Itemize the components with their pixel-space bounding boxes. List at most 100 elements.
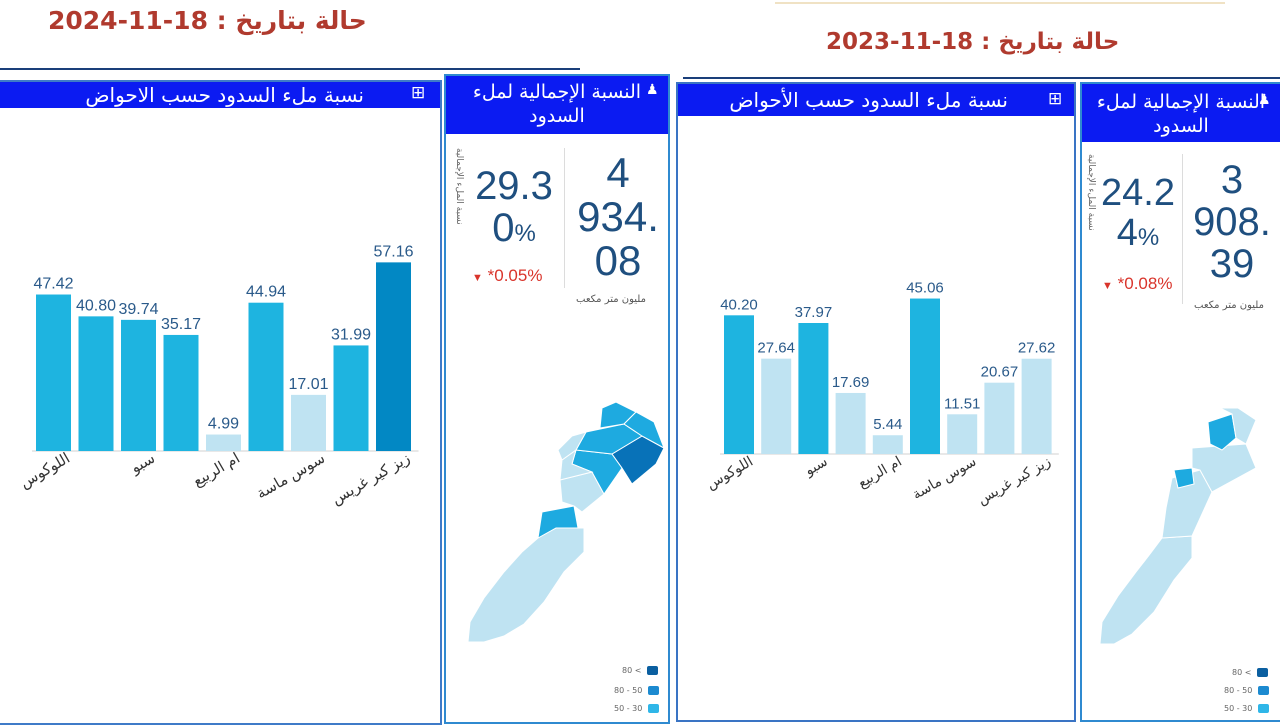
total-volume-2024: 4 934. 08 xyxy=(568,152,668,282)
overall-title-text: النسبة الإجمالية لملء السدود xyxy=(472,81,642,127)
overall-panel-2024: النسبة الإجمالية لملء السدود ♟ نسبة المل… xyxy=(444,74,670,724)
overall-panel-2023: النسبة الإجمالية لملء السدود ♟ نسبة المل… xyxy=(1080,82,1280,722)
change-value: *0.05% xyxy=(487,266,543,285)
category-tick-label: ام الربيع xyxy=(855,453,905,492)
volume-line-1: 4 xyxy=(606,149,630,196)
bar-value-label: 35.17 xyxy=(161,316,201,333)
legend-row-3: 50 - 30 xyxy=(1224,704,1270,713)
bar[interactable] xyxy=(872,435,903,454)
bar-value-label: 17.01 xyxy=(288,376,328,393)
overall-fill-rate-2023: 24.2 4% xyxy=(1096,174,1180,252)
fill-tail-digits: 0 xyxy=(492,206,515,250)
down-arrow-icon: ▼ xyxy=(1102,280,1113,292)
volume-line-1: 3 xyxy=(1220,158,1244,202)
legend-swatch-mid xyxy=(1258,686,1270,695)
table-icon[interactable]: ⊞ xyxy=(1048,89,1063,109)
category-tick-label: سوس ماسة xyxy=(254,450,328,503)
bar-value-label: 40.20 xyxy=(720,296,758,313)
bar[interactable] xyxy=(376,262,411,451)
category-tick-label: اللوكوس xyxy=(703,453,756,493)
volume-line-2: 934. xyxy=(577,193,659,240)
bar-value-label: 4.99 xyxy=(208,416,239,433)
map-sahara-region xyxy=(467,527,585,642)
header-rule-right xyxy=(683,77,1280,79)
bar[interactable] xyxy=(984,382,1015,454)
legend-row-1: 80 < xyxy=(1232,668,1269,677)
volume-line-3: 39 xyxy=(1209,242,1255,286)
basin-bar-chart-2024: 47.42 اللوكوس 40.80 39.74 سبو 35.17 4.99 ام الر… xyxy=(17,243,419,508)
basin-chart-title-text: نسبة ملء السدود حسب الاحواض xyxy=(85,83,364,107)
bar[interactable] xyxy=(835,392,866,454)
bar[interactable] xyxy=(206,434,241,451)
fill-note-2023: نسبة الملء الإجمالية xyxy=(1086,154,1096,231)
legend-swatch-mid xyxy=(648,686,660,695)
map-region-souss xyxy=(537,505,579,539)
legend-swatch-light xyxy=(648,704,660,713)
change-indicator-2023: ▼ *0.08% xyxy=(1102,274,1172,294)
bar[interactable] xyxy=(121,319,156,451)
map-region-souss xyxy=(1173,467,1195,489)
kpi-divider xyxy=(1182,154,1183,304)
category-tick-label: زيز كير غريس xyxy=(329,450,413,508)
bar-value-label: 40.80 xyxy=(76,297,116,314)
bar-value-label: 27.64 xyxy=(757,340,795,357)
legend-label-3: 50 - 30 xyxy=(1224,704,1253,713)
bar-value-label: 37.97 xyxy=(795,304,833,321)
volume-unit-2024: مليون متر مكعب xyxy=(576,294,646,305)
map-region-moulouya xyxy=(623,411,665,450)
table-icon[interactable]: ⊞ xyxy=(411,83,426,103)
change-indicator-2024: ▼ *0.05% xyxy=(472,266,542,286)
fill-main-digits: 24.2 xyxy=(1101,172,1175,214)
change-value: *0.08% xyxy=(1117,274,1173,293)
bar[interactable] xyxy=(724,315,754,454)
legend-row-3: 50 - 30 xyxy=(614,704,660,713)
basin-chart-title-2024: نسبة ملء السدود حسب الاحواض xyxy=(0,82,440,108)
fill-tail-digits: 4 xyxy=(1116,212,1138,254)
down-arrow-icon: ▼ xyxy=(472,272,483,284)
category-tick-label: ام الربيع xyxy=(190,450,243,490)
legend-label-2: 80 - 50 xyxy=(1224,686,1253,695)
map-sahara-region xyxy=(1099,535,1193,645)
bar[interactable] xyxy=(78,316,114,451)
volume-unit-2023: مليون متر مكعب xyxy=(1194,300,1264,311)
total-volume-2023: 3 908. 39 xyxy=(1184,160,1280,284)
overall-title-text: النسبة الإجمالية لملء السدود xyxy=(1096,91,1266,137)
basin-chart-panel-2023: نسبة ملء السدود حسب الأحواض ⊞ 40.20 اللوك… xyxy=(676,82,1076,722)
header-rule-left xyxy=(0,68,580,70)
bar[interactable] xyxy=(333,345,369,451)
overall-title-2024: النسبة الإجمالية لملء السدود xyxy=(446,76,668,134)
bar[interactable] xyxy=(163,334,199,451)
bar[interactable] xyxy=(291,394,326,451)
bar[interactable] xyxy=(761,358,792,454)
category-tick-label: اللوكوس xyxy=(17,450,73,492)
bar-value-label: 45.06 xyxy=(906,280,944,297)
bar[interactable] xyxy=(248,302,284,451)
map-region-north xyxy=(1219,408,1257,445)
bar-value-label: 31.99 xyxy=(331,326,371,343)
legend-label-3: 50 - 30 xyxy=(614,704,643,713)
basin-chart-title-text: نسبة ملء السدود حسب الأحواض xyxy=(729,88,1008,112)
legend-row-1: 80 < xyxy=(622,666,659,675)
percent-sign: % xyxy=(1137,224,1160,251)
overall-title-2023: النسبة الإجمالية لملء السدود xyxy=(1082,84,1280,142)
map-region-sebou xyxy=(1207,413,1237,451)
kpi-divider xyxy=(564,148,565,288)
bar[interactable] xyxy=(910,298,940,454)
category-tick-label: سوس ماسة xyxy=(909,453,979,503)
morocco-map-2024 xyxy=(467,402,665,642)
header-rule-top xyxy=(775,2,1225,4)
bar-value-label: 44.94 xyxy=(246,284,286,301)
category-tick-label: سبو xyxy=(801,453,830,480)
people-icon: ♟ xyxy=(1258,92,1271,108)
date-header-2024: حالة بتاريخ : 18-11-2024 xyxy=(48,6,367,35)
morocco-map-2023 xyxy=(1099,408,1257,645)
date-header-2023: حالة بتاريخ : 18-11-2023 xyxy=(826,29,1120,55)
bar[interactable] xyxy=(798,323,829,454)
bar[interactable] xyxy=(36,294,71,451)
bar[interactable] xyxy=(947,414,978,454)
basin-bar-chart-2023: 40.20 اللوكوس 27.64 37.97 سبو 17.69 5.44 ام الر… xyxy=(703,280,1059,509)
fill-main-digits: 29.3 xyxy=(475,164,553,208)
category-tick-label: زيز كير غريس xyxy=(974,453,1053,509)
bar[interactable] xyxy=(1021,358,1052,454)
volume-line-2: 908. xyxy=(1193,200,1271,244)
